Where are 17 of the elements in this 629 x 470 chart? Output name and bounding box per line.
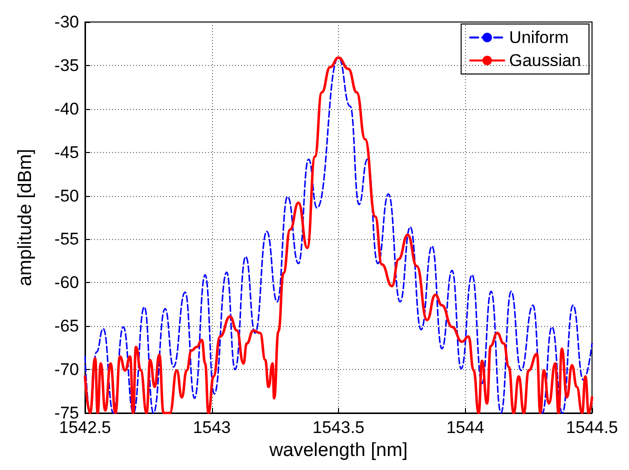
x-tick-label: 1544 <box>446 418 484 437</box>
y-tick-label: -40 <box>54 99 79 118</box>
y-tick-label: -50 <box>54 186 79 206</box>
y-tick-label: -70 <box>54 360 79 380</box>
y-tick-label: -45 <box>54 142 79 162</box>
y-tick-label: -35 <box>54 56 79 75</box>
y-tick-label: -30 <box>54 12 79 32</box>
x-tick-label: 1543 <box>192 418 231 437</box>
legend-label: Uniform <box>509 28 569 47</box>
x-axis-title: wavelength [nm] <box>268 440 408 461</box>
y-axis-title: amplitude [dBm] <box>15 148 36 286</box>
x-tick-label: 1543.5 <box>312 418 364 437</box>
y-tick-label: -60 <box>54 273 79 292</box>
y-tick-label: -55 <box>54 230 79 249</box>
y-tick-label: -65 <box>54 316 79 336</box>
x-tick-label: 1544.5 <box>566 418 618 437</box>
legend-label: Gaussian <box>509 51 582 70</box>
